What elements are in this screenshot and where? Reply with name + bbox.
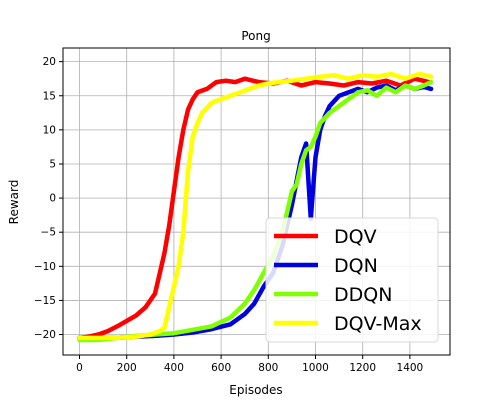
grid (63, 48, 450, 355)
legend-label: DDQN (334, 284, 392, 306)
y-tick-label: 0 (49, 193, 56, 205)
x-tick-label: 200 (117, 362, 137, 374)
x-axis: 0 200 400 600 800 1000 1200 1400 (76, 355, 423, 374)
x-tick-label: 1200 (349, 362, 376, 374)
x-tick-label: 0 (76, 362, 83, 374)
y-axis: −20 −15 −10 −5 0 5 10 15 20 (34, 56, 63, 341)
chart-title: Pong (241, 29, 270, 43)
legend-label: DQN (334, 255, 378, 277)
y-tick-label: 15 (43, 90, 56, 102)
series-line-dqv-max (77, 71, 434, 341)
series-line-dqv (77, 76, 432, 341)
y-tick-label: −5 (41, 227, 56, 239)
x-tick-label: 800 (258, 362, 278, 374)
legend: DQV DQN DDQN DQV-Max (265, 217, 439, 343)
y-tick-label: −15 (34, 295, 56, 307)
y-tick-label: −20 (34, 329, 56, 341)
y-tick-label: 10 (43, 124, 56, 136)
x-tick-label: 600 (211, 362, 231, 374)
series-line-ddqn (77, 79, 434, 343)
y-tick-label: 20 (43, 56, 56, 68)
y-axis-label: Reward (7, 180, 21, 225)
x-tick-label: 1000 (302, 362, 329, 374)
plot-frame (62, 47, 451, 356)
series-layer (77, 71, 434, 343)
legend-label: DQV (334, 226, 377, 248)
y-tick-label: −10 (34, 261, 56, 273)
y-tick-label: 5 (49, 158, 56, 170)
legend-label: DQV-Max (334, 313, 422, 335)
legend-box (265, 217, 439, 343)
x-axis-label: Episodes (229, 383, 282, 397)
x-tick-label: 400 (164, 362, 184, 374)
x-tick-label: 1400 (397, 362, 424, 374)
